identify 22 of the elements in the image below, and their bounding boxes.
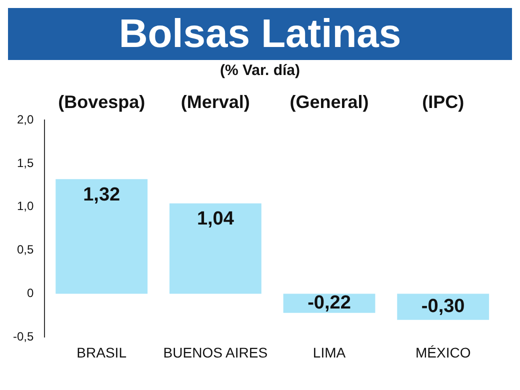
y-tick-label: -0,5	[12, 330, 34, 344]
text: (IPC)	[422, 92, 464, 112]
y-tick-label: 0	[26, 286, 34, 300]
text: (Bovespa)	[58, 92, 146, 112]
chart-subtitle: (% Var. día)	[218, 62, 302, 79]
data-label: 1,32	[83, 184, 120, 206]
x-tick-label: BUENOS AIRES	[163, 344, 268, 360]
bar	[169, 203, 262, 294]
data-label: -0,22	[308, 292, 351, 314]
x-tick-label: MÉXICO	[415, 344, 471, 360]
data-label: -0,30	[421, 296, 465, 318]
x-tick-label: BRASIL	[76, 344, 127, 360]
y-tick-label: 0,5	[16, 242, 34, 257]
bar	[56, 179, 148, 294]
text: (Merval)	[180, 92, 250, 112]
y-tick-label: 1,5	[16, 156, 34, 170]
data-label: 1,04	[196, 208, 234, 230]
y-tick-label: 1,0	[16, 199, 34, 214]
chart-title: Bolsas Latinas	[8, 8, 512, 60]
x-tick-label: LIMA	[312, 344, 346, 360]
y-tick-label: 2,0	[16, 112, 34, 126]
text: (General)	[290, 92, 369, 112]
